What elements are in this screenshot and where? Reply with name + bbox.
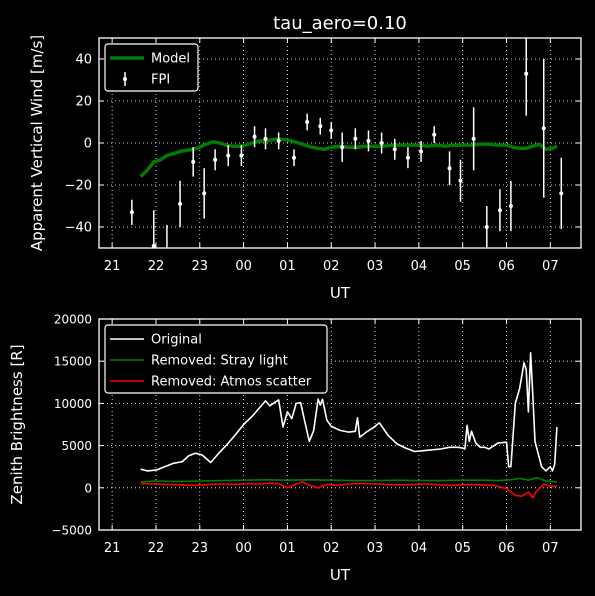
legend: Original Removed: Stray light Removed: Atm… xyxy=(104,324,328,394)
data-point xyxy=(305,120,310,124)
x-tick-label: 05 xyxy=(454,541,471,556)
data-point xyxy=(329,128,334,133)
plot-area xyxy=(129,38,564,252)
y-tick-label: 15000 xyxy=(54,355,92,369)
series-line-removed-stray-light xyxy=(140,476,557,483)
x-tick-label: 02 xyxy=(323,259,340,274)
legend: Model FPI xyxy=(104,43,199,92)
y-axis-label: Zenith Brightness [R] xyxy=(8,344,26,504)
chart-panel-1: 21 22 23 00 01 02 03 04 05 06 07 −40 −20 0 20 40 tau_aer… xyxy=(28,13,582,302)
x-tick-label: 01 xyxy=(279,541,296,556)
x-tick-label: 00 xyxy=(235,259,252,274)
y-tick-label: 0 xyxy=(84,137,92,152)
x-tick-label: 23 xyxy=(192,259,209,274)
axes-frame xyxy=(98,37,582,249)
x-axis-label: UT xyxy=(330,284,351,302)
y-tick-label: 20000 xyxy=(54,313,92,327)
data-point xyxy=(366,138,371,143)
x-tick-label: 07 xyxy=(542,541,559,556)
x-tick-label: 22 xyxy=(148,541,165,556)
data-point xyxy=(559,191,564,196)
data-point xyxy=(484,225,489,229)
x-tick-label: 21 xyxy=(104,259,121,274)
data-point xyxy=(392,147,397,152)
x-tick-label: 01 xyxy=(279,259,296,274)
plot-area xyxy=(140,352,558,499)
series-fpi xyxy=(129,38,564,252)
series-line-removed-atmos-scatter xyxy=(140,481,557,499)
data-point xyxy=(497,208,502,213)
data-point xyxy=(353,136,358,141)
data-point xyxy=(213,157,218,162)
chart-title: tau_aero=0.10 xyxy=(273,13,407,34)
x-tick-label: 21 xyxy=(104,541,121,556)
data-point xyxy=(129,210,134,215)
x-tick-label: 22 xyxy=(148,259,165,274)
y-tick-label: −20 xyxy=(65,179,92,194)
legend-label: Removed: Stray light xyxy=(151,354,288,369)
y-tick-label: 0 xyxy=(84,481,92,495)
legend-label: Model xyxy=(151,52,190,67)
series-line-model xyxy=(139,137,558,178)
data-point xyxy=(191,159,196,164)
axes-frame xyxy=(98,318,582,531)
data-point xyxy=(151,243,156,248)
data-point xyxy=(239,153,244,158)
data-point xyxy=(291,155,296,160)
y-tick-label: 10000 xyxy=(54,397,92,411)
x-tick-label: 06 xyxy=(498,541,515,556)
chart-panel-2: 21 22 23 00 01 02 03 04 05 06 07 −5000 0 5000 10000 150… xyxy=(8,313,582,584)
data-point xyxy=(508,204,513,208)
x-tick-label: 06 xyxy=(498,259,515,274)
y-tick-label: 40 xyxy=(75,53,92,68)
data-point xyxy=(263,136,268,141)
data-point xyxy=(541,126,546,131)
data-point xyxy=(379,141,384,145)
y-tick-label: −5000 xyxy=(51,524,92,538)
legend-swatch-marker xyxy=(123,77,127,81)
x-tick-label: 00 xyxy=(235,541,252,556)
data-point xyxy=(226,153,231,158)
data-point xyxy=(471,136,476,141)
y-tick-label: 20 xyxy=(75,95,92,110)
data-point xyxy=(447,166,452,171)
data-point xyxy=(340,145,345,150)
x-tick-label: 03 xyxy=(367,259,384,274)
data-point xyxy=(202,191,207,196)
x-tick-label: 07 xyxy=(542,259,559,274)
data-point xyxy=(405,155,410,160)
legend-box xyxy=(104,43,199,92)
data-point xyxy=(432,132,437,137)
x-tick-label: 02 xyxy=(323,541,340,556)
data-point xyxy=(458,178,463,183)
data-point xyxy=(252,134,257,139)
y-tick-label: −40 xyxy=(65,221,92,236)
data-point xyxy=(178,201,183,206)
x-tick-label: 04 xyxy=(411,259,428,274)
x-tick-label: 05 xyxy=(454,259,471,274)
legend-label: Removed: Atmos scatter xyxy=(151,375,312,390)
x-tick-label: 03 xyxy=(367,541,384,556)
series-line-original xyxy=(140,352,558,472)
x-tick-label: 04 xyxy=(411,541,428,556)
y-axis-label: Apparent Vertical Wind [m/s] xyxy=(28,35,46,251)
legend-box xyxy=(104,324,328,394)
data-point xyxy=(524,71,529,76)
data-point xyxy=(276,138,281,143)
legend-label: Original xyxy=(151,333,202,348)
x-axis-label: UT xyxy=(330,566,351,584)
x-tick-label: 23 xyxy=(192,541,209,556)
y-tick-label: 5000 xyxy=(61,439,92,453)
data-point xyxy=(165,248,169,252)
data-point xyxy=(419,149,424,154)
legend-label: FPI xyxy=(151,73,170,88)
data-point xyxy=(318,124,323,129)
